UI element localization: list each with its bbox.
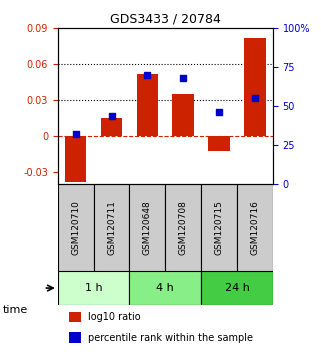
Point	[73, 131, 78, 137]
Title: GDS3433 / 20784: GDS3433 / 20784	[110, 13, 221, 26]
Text: percentile rank within the sample: percentile rank within the sample	[88, 332, 253, 343]
FancyBboxPatch shape	[201, 184, 237, 271]
Bar	[172, 94, 194, 136]
Text: GSM120716: GSM120716	[250, 200, 259, 255]
Text: GSM120715: GSM120715	[214, 200, 224, 255]
Text: time: time	[3, 305, 29, 315]
FancyBboxPatch shape	[129, 271, 201, 306]
Point	[181, 75, 186, 81]
FancyBboxPatch shape	[165, 184, 201, 271]
Text: log10 ratio: log10 ratio	[88, 312, 141, 322]
Point	[145, 72, 150, 78]
Text: 1 h: 1 h	[85, 283, 102, 293]
Bar	[69, 332, 82, 343]
Bar	[101, 118, 122, 136]
Bar	[137, 74, 158, 136]
Bar	[244, 38, 266, 136]
Point	[109, 113, 114, 119]
Text: GSM120711: GSM120711	[107, 200, 116, 255]
FancyBboxPatch shape	[201, 271, 273, 306]
Text: GSM120648: GSM120648	[143, 200, 152, 255]
Point	[216, 110, 221, 115]
Text: GSM120708: GSM120708	[179, 200, 188, 255]
Bar	[208, 136, 230, 150]
FancyBboxPatch shape	[129, 184, 165, 271]
Text: 24 h: 24 h	[225, 283, 249, 293]
Text: GSM120710: GSM120710	[71, 200, 80, 255]
FancyBboxPatch shape	[58, 271, 129, 306]
FancyBboxPatch shape	[58, 184, 94, 271]
Text: 4 h: 4 h	[156, 283, 174, 293]
FancyBboxPatch shape	[94, 184, 129, 271]
Bar	[65, 136, 86, 182]
Bar	[69, 312, 82, 322]
Point	[252, 96, 257, 101]
FancyBboxPatch shape	[237, 184, 273, 271]
